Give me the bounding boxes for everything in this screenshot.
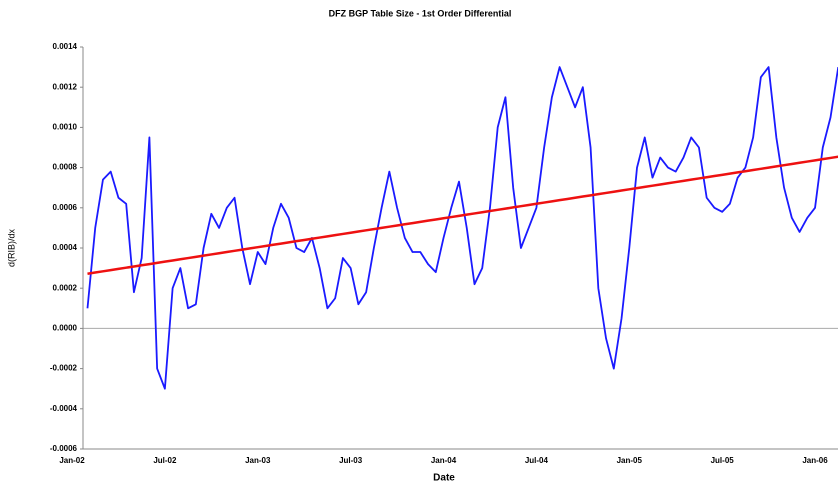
- y-tick-label: 0.0006: [53, 203, 78, 212]
- y-tick-label: -0.0006: [50, 444, 78, 453]
- y-tick-label: 0.0008: [53, 163, 78, 172]
- x-axis-label: Date: [433, 473, 455, 484]
- y-tick-label: 0.0002: [53, 283, 78, 292]
- y-tick-label: 0.0004: [53, 243, 78, 252]
- data-line: [87, 155, 838, 275]
- x-tick-label: Jan-02: [59, 456, 85, 465]
- x-tick-label: Jan-03: [245, 456, 271, 465]
- x-tick-label: Jan-05: [617, 456, 643, 465]
- x-tick-label: Jul-03: [339, 456, 363, 465]
- x-tick-label: Jan-04: [431, 456, 457, 465]
- y-tick-label: -0.0004: [50, 404, 78, 413]
- x-tick-label: Jul-04: [525, 456, 549, 465]
- y-tick-label: 0.0012: [53, 82, 78, 91]
- chart-title: DFZ BGP Table Size - 1st Order Different…: [329, 8, 512, 18]
- data-line: [86, 66, 838, 390]
- y-tick-label: -0.0002: [50, 364, 78, 373]
- y-tick-label: 0.0010: [53, 123, 78, 132]
- x-tick-label: Jan-06: [802, 456, 828, 465]
- x-tick-label: Jul-05: [711, 456, 735, 465]
- x-tick-label: Jul-02: [153, 456, 177, 465]
- y-tick-label: 0.0014: [53, 42, 78, 51]
- y-tick-label: 0.0000: [53, 324, 78, 333]
- y-axis-label: d(RIB)/dx: [6, 228, 16, 267]
